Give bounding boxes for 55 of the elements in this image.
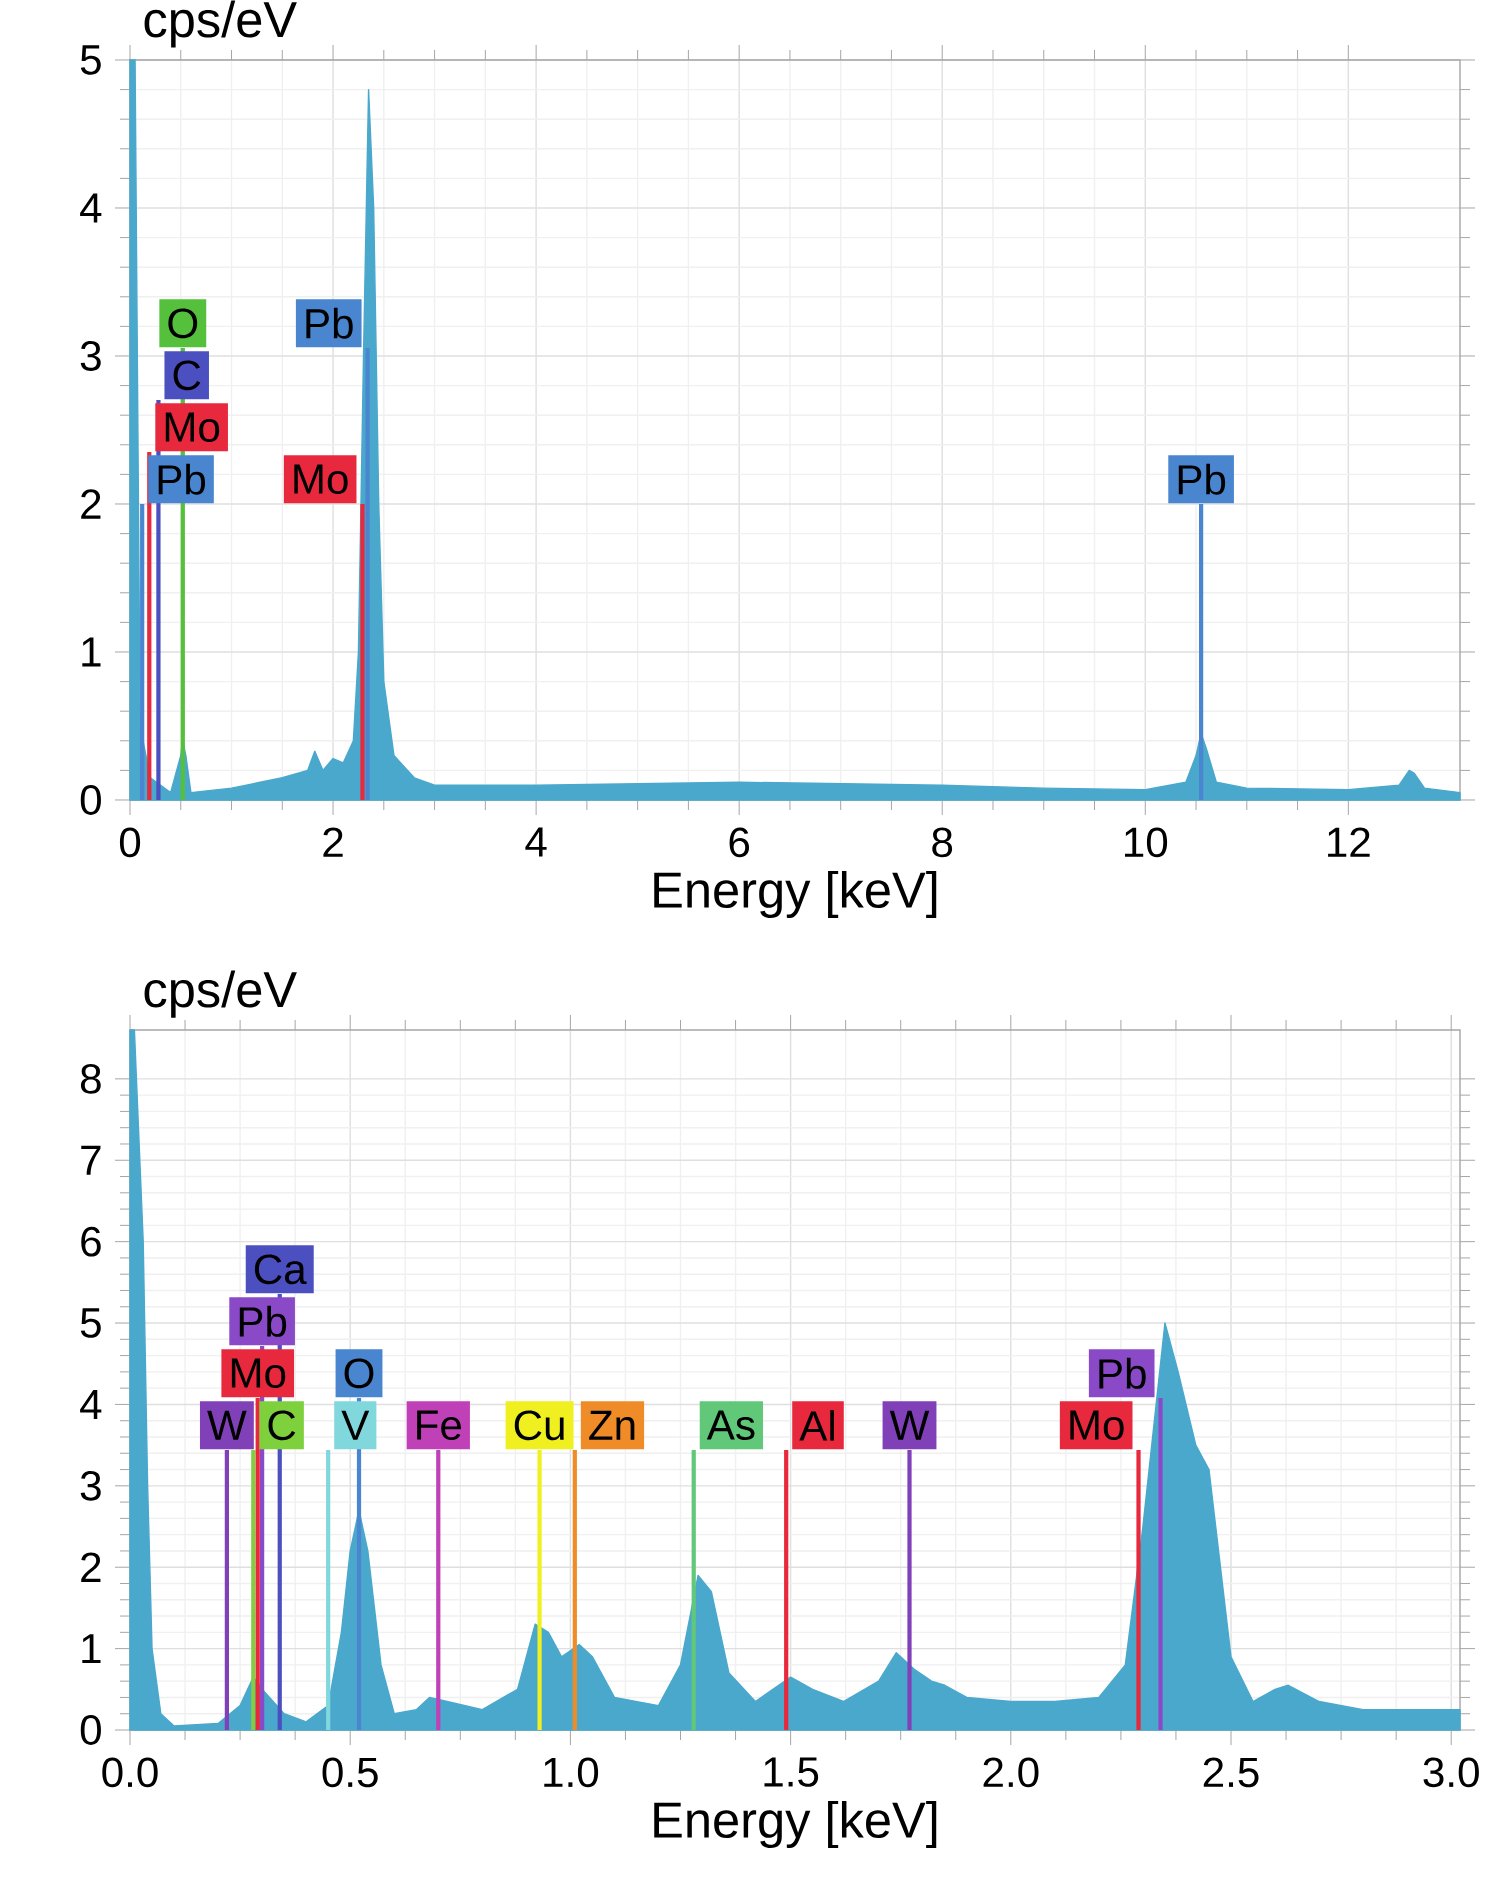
y-tick-label: 2 [81, 1552, 101, 1582]
x-tick-label: 2 [323, 827, 343, 857]
y-tick-label: 4 [80, 1389, 102, 1419]
x-tick-label: 2.0 [983, 1757, 1039, 1788]
ref-line-label: Cu [514, 1410, 564, 1441]
x-tick-label: 8 [932, 827, 953, 858]
ref-line-label: W [207, 1410, 247, 1440]
ref-line-label: Pb [1099, 1357, 1146, 1389]
ref-line-label: C [268, 1410, 296, 1441]
ref-line-label: Mo [231, 1358, 286, 1388]
y-tick-label: 5 [80, 1308, 101, 1338]
x-axis-title: Energy [keV] [654, 870, 937, 919]
ref-line-label: Mo [165, 412, 220, 442]
ref-line-label: Pb [158, 463, 206, 495]
ref-line-label: As [706, 1410, 755, 1440]
x-tick-label: 4 [525, 827, 547, 857]
ref-line-label: W [889, 1410, 930, 1440]
x-tick-label: 1.5 [764, 1757, 819, 1787]
x-tick-label: 6 [729, 827, 750, 858]
ref-line-label: Pb [306, 307, 353, 339]
ref-line-label: O [344, 1358, 374, 1389]
x-tick-label: 12 [1328, 827, 1370, 857]
y-tick-label: 5 [80, 45, 101, 75]
ref-line-label: Fe [417, 1410, 461, 1440]
y-tick-label: 4 [80, 193, 102, 223]
ref-line-label: Mo [1070, 1410, 1124, 1440]
y-axis-title: cps/eV [144, 970, 297, 1018]
x-tick-label: 0 [119, 827, 141, 858]
x-tick-label: 3.0 [1423, 1757, 1479, 1788]
y-tick-label: 8 [80, 1063, 101, 1094]
ref-line-label: O [168, 308, 198, 339]
y-tick-label: 6 [81, 1226, 101, 1257]
x-tick-label: 0.0 [102, 1757, 158, 1788]
y-tick-label: 1 [82, 1634, 101, 1664]
x-tick-label: 1.0 [544, 1757, 599, 1788]
ref-line-label: Zn [589, 1410, 635, 1440]
ref-line-label: Pb [1178, 463, 1226, 495]
y-tick-label: 7 [81, 1145, 101, 1175]
ref-line-label: V [341, 1410, 370, 1440]
x-tick-label: 2.5 [1203, 1757, 1259, 1788]
y-tick-label: 3 [80, 1470, 101, 1501]
y-tick-label: 3 [80, 341, 101, 371]
ref-line-label: Mo [294, 464, 348, 494]
ref-line-label: Pb [239, 1305, 287, 1337]
ref-line-label: Ca [254, 1254, 307, 1285]
y-tick-label: 2 [81, 489, 101, 519]
ref-line-label: Al [799, 1410, 834, 1441]
x-axis-title: Energy [keV] [654, 1800, 937, 1849]
y-tick-label: 0 [80, 1715, 101, 1745]
ref-line-label: C [173, 360, 201, 391]
y-tick-label: 1 [82, 637, 101, 667]
x-tick-label: 10 [1125, 827, 1168, 858]
x-tick-label: 0.5 [322, 1757, 378, 1788]
y-tick-label: 0 [80, 785, 101, 815]
y-axis-title: cps/eV [144, 0, 297, 48]
